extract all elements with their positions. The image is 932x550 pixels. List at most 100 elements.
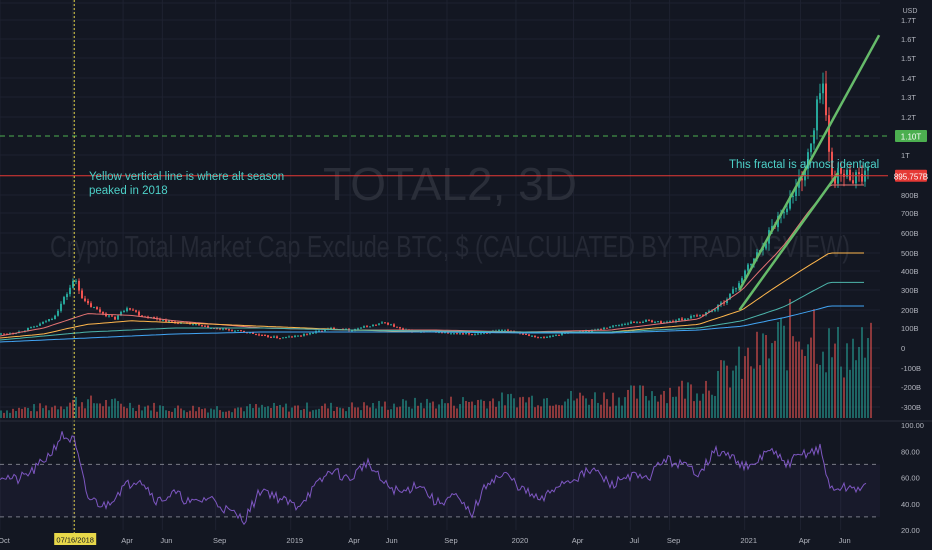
candle-body <box>681 318 683 320</box>
candle-body <box>639 322 641 324</box>
volume-bar <box>135 411 137 418</box>
candle-body <box>27 327 29 331</box>
candle-body <box>96 307 98 310</box>
volume-bar <box>555 404 557 418</box>
candle-body <box>324 329 326 332</box>
candle-body <box>465 333 467 335</box>
volume-bar <box>678 386 680 418</box>
volume-bar <box>480 399 482 418</box>
volume-bar <box>453 405 455 418</box>
volume-bar <box>657 401 659 418</box>
volume-bar <box>828 328 830 418</box>
candle-body <box>126 308 128 312</box>
candle-body <box>804 168 806 181</box>
volume-bar <box>813 309 815 418</box>
candle-body <box>471 334 473 336</box>
volume-bar <box>717 370 719 418</box>
volume-bar <box>171 411 173 418</box>
volume-bar <box>582 395 584 418</box>
volume-bar <box>393 403 395 418</box>
trendline[interactable] <box>738 34 881 291</box>
volume-bar <box>792 336 794 418</box>
volume-bar <box>225 411 227 418</box>
volume-bar <box>489 401 491 418</box>
rsi-tick-label: 60.00 <box>901 474 920 483</box>
volume-bar <box>468 401 470 418</box>
volume-bar <box>825 372 827 418</box>
volume-bar <box>36 411 38 418</box>
candle-body <box>831 151 833 177</box>
candle-body <box>276 336 278 339</box>
rsi-tick-label: 80.00 <box>901 447 920 456</box>
volume-bar <box>177 405 179 418</box>
volume-bar <box>216 406 218 418</box>
price-tick-label: 400B <box>901 267 919 276</box>
volume-bar <box>369 407 371 418</box>
volume-bar <box>702 393 704 418</box>
candle-body <box>216 328 218 330</box>
candle-body <box>669 321 671 323</box>
candle-body <box>858 172 860 175</box>
volume-bar <box>774 340 776 418</box>
candle-body <box>741 278 743 284</box>
candle-body <box>249 332 251 334</box>
candle-body <box>699 314 701 316</box>
volume-bar <box>231 412 233 418</box>
volume-bar <box>591 399 593 418</box>
time-tick-label: Sep <box>444 536 457 545</box>
volume-bar <box>252 408 254 418</box>
volume-bar <box>630 385 632 418</box>
candle-body <box>543 337 545 339</box>
volume-bar <box>348 407 350 418</box>
highlight-date-label: 07/16/2018 <box>56 536 94 545</box>
candle-body <box>255 333 257 335</box>
candle-body <box>792 196 794 198</box>
candle-body <box>522 333 524 335</box>
volume-bar <box>789 298 791 418</box>
candle-body <box>270 337 272 339</box>
volume-bar <box>663 390 665 418</box>
volume-bar <box>711 394 713 418</box>
volume-bar <box>432 401 434 418</box>
candle-body <box>486 332 488 334</box>
volume-bar <box>426 398 428 418</box>
price-tick-label: -200B <box>901 383 921 392</box>
time-tick-label: Jul <box>630 536 640 545</box>
volume-bar <box>120 403 122 418</box>
candle-body <box>597 328 599 330</box>
volume-bar <box>708 390 710 418</box>
volume-bar <box>189 410 191 418</box>
candle-body <box>375 324 377 326</box>
rsi-tick-label: 40.00 <box>901 500 920 509</box>
volume-bar <box>576 398 578 418</box>
volume-bar <box>768 358 770 418</box>
volume-bar <box>666 403 668 418</box>
candle-body <box>714 309 716 311</box>
volume-bar <box>249 403 251 418</box>
axis-currency: USD <box>903 8 918 15</box>
trendline[interactable] <box>738 172 840 311</box>
candle-body <box>108 315 110 317</box>
candle-body <box>861 174 863 182</box>
volume-bar <box>612 392 614 418</box>
candle-body <box>603 327 605 330</box>
volume-bar <box>504 405 506 418</box>
volume-bar <box>594 392 596 418</box>
candle-body <box>0 333 2 335</box>
volume-bar <box>54 405 56 418</box>
candle-body <box>672 321 674 323</box>
candle-body <box>30 326 32 328</box>
price-tick-label: -300B <box>901 403 921 412</box>
candle-body <box>528 334 530 336</box>
volume-bar <box>117 401 119 418</box>
volume-bar <box>405 400 407 418</box>
candle-body <box>819 93 821 100</box>
volume-bar <box>267 406 269 418</box>
volume-bar <box>471 401 473 418</box>
green-level-label: 1.10T <box>901 133 922 142</box>
candle-body <box>285 337 287 339</box>
volume-bar <box>204 408 206 418</box>
volume-bar <box>123 406 125 418</box>
